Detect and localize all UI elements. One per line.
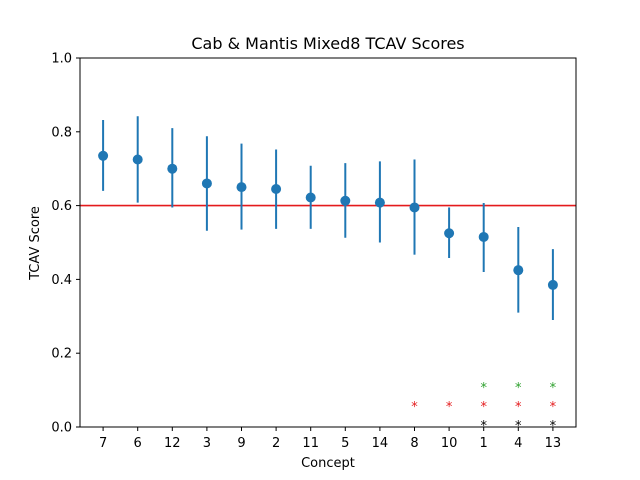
y-tick-label: 0.0 xyxy=(51,421,72,436)
significance-star: * xyxy=(550,381,557,396)
data-point xyxy=(236,182,247,193)
data-point xyxy=(547,279,558,290)
x-tick-label: 5 xyxy=(341,436,349,451)
x-tick-label: 14 xyxy=(372,436,389,451)
data-point xyxy=(513,265,524,276)
x-tick-label: 9 xyxy=(237,436,245,451)
y-axis-label: TCAV Score xyxy=(28,206,43,281)
y-tick-label: 0.2 xyxy=(51,347,72,362)
significance-star: * xyxy=(515,400,522,415)
x-tick-label: 10 xyxy=(441,436,458,451)
x-tick-label: 3 xyxy=(203,436,211,451)
x-tick-label: 13 xyxy=(545,436,562,451)
x-tick-label: 12 xyxy=(164,436,181,451)
significance-star: * xyxy=(446,400,453,415)
data-point xyxy=(98,150,109,161)
data-point xyxy=(478,231,489,242)
significance-star: * xyxy=(480,400,487,415)
x-tick-label: 6 xyxy=(134,436,142,451)
significance-star: * xyxy=(515,381,522,396)
x-tick-label: 7 xyxy=(99,436,107,451)
x-tick-label: 4 xyxy=(514,436,522,451)
data-point xyxy=(167,163,178,174)
data-point xyxy=(132,154,143,165)
x-tick-label: 11 xyxy=(302,436,319,451)
data-point xyxy=(305,192,316,203)
data-point xyxy=(374,197,385,208)
x-tick-label: 8 xyxy=(410,436,418,451)
data-point xyxy=(409,202,420,213)
x-tick-label: 1 xyxy=(480,436,488,451)
significance-star: * xyxy=(480,381,487,396)
x-axis-label: Concept xyxy=(301,456,355,471)
y-tick-label: 1.0 xyxy=(51,52,72,67)
plot-area: 0.00.20.40.60.81.07 6 12 3 9 2 11 5 14 8 10 1 4 13* * *… xyxy=(51,52,576,451)
data-point xyxy=(340,195,351,206)
data-point xyxy=(444,228,455,239)
y-tick-label: 0.8 xyxy=(51,125,72,140)
significance-star: * xyxy=(411,400,418,415)
y-tick-label: 0.4 xyxy=(51,273,72,288)
data-point xyxy=(201,178,212,189)
x-tick-label: 2 xyxy=(272,436,280,451)
y-tick-label: 0.6 xyxy=(51,199,72,214)
chart-title: Cab & Mantis Mixed8 TCAV Scores xyxy=(191,34,464,53)
plot-frame xyxy=(79,57,577,428)
data-point xyxy=(271,183,282,194)
significance-star: * xyxy=(550,400,557,415)
